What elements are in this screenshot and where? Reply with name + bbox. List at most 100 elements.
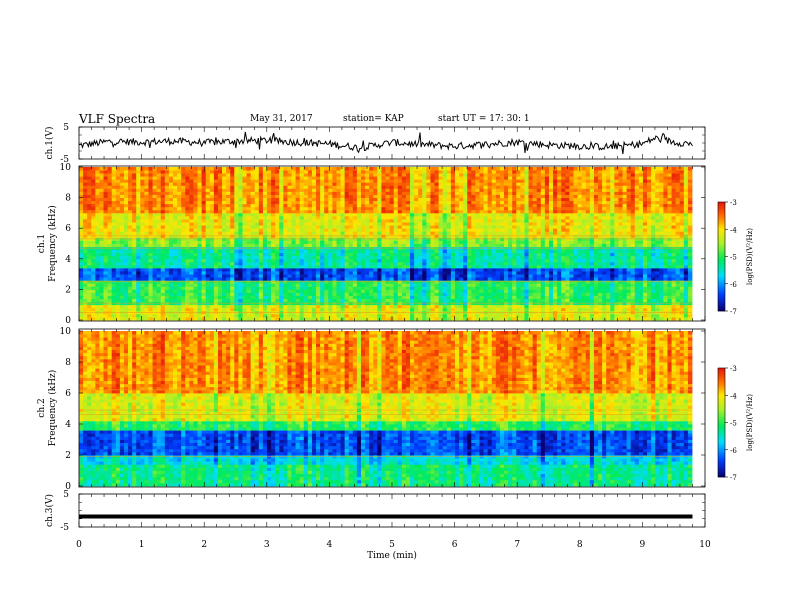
ch2-spectrogram-colorbar-segment [718, 368, 725, 371]
ch1-spectrogram-colorbar-segment [718, 309, 725, 312]
ch2-spectrogram-colorbar-segment [718, 438, 725, 441]
ch1-spectrogram-colorbar-segment [718, 291, 725, 294]
ch1-spectrogram-ytick-label: 8 [65, 194, 71, 204]
ch2-spectrogram-colorbar-segment [718, 393, 725, 396]
ch1-spectrogram-colorbar-segment [718, 205, 725, 208]
ch1-spectrogram-colorbar-segment [718, 209, 725, 212]
ch2-spectrogram-colorbar-segment [718, 471, 725, 474]
ch1-spectrogram-colorbar-segment [718, 236, 725, 239]
x-tick-label: 2 [201, 540, 207, 550]
ch2-spectrogram-colorbar-segment [718, 453, 725, 456]
ch1-spectrogram-colorbar-segment [718, 207, 725, 210]
ch2-spectrogram-colorbar-segment [718, 375, 725, 378]
ch1-spectrogram-colorbar-tick-label: -3 [730, 199, 737, 207]
x-axis-label: Time (min) [367, 550, 417, 561]
ch1-spectrogram-colorbar-segment [718, 289, 725, 292]
ch2-spectrogram-colorbar-segment [718, 418, 725, 421]
ch1-spectrogram-colorbar-segment [718, 229, 725, 232]
ch1-spectrogram-ytick-label: 0 [65, 316, 71, 326]
x-tick-label: 5 [389, 540, 395, 550]
ch1-spectrogram-colorbar-segment [718, 269, 725, 272]
ch1-spectrogram-colorbar-segment [718, 280, 725, 283]
ch2-spectrogram-colorbar-segment [718, 397, 725, 400]
ch2-spectrogram-ylabel-channel: ch.2 [37, 398, 47, 417]
ch1-spectrogram-colorbar-segment [718, 292, 725, 295]
x-tick-label: 8 [577, 540, 583, 550]
ch1-spectrogram-colorbar-segment [718, 267, 725, 270]
ch1-spectrogram-colorbar-segment [718, 251, 725, 254]
ch1-spectrogram-colorbar-label: log(PSD)(V²/Hz) [746, 228, 754, 285]
date-label: May 31, 2017 [250, 114, 313, 124]
ch2-spectrogram-colorbar-segment [718, 409, 725, 412]
ch1-spectrogram-ylabel: Frequency (kHz) [47, 205, 58, 282]
x-tick-label: 3 [264, 540, 270, 550]
ch2-spectrogram-colorbar-segment [718, 417, 725, 420]
ch2-spectrogram-colorbar-tick-label: -5 [730, 420, 737, 428]
ch3-waveform-ylabel: ch.3(V) [44, 494, 55, 527]
ch1-spectrogram-colorbar-tick-label: -7 [730, 308, 737, 316]
ch2-spectrogram-colorbar-segment [718, 377, 725, 380]
ch2-spectrogram-ytick-label: 2 [65, 451, 71, 461]
ch1-spectrogram-ytick-label: 2 [65, 285, 71, 295]
ch1-spectrogram-colorbar-segment [718, 241, 725, 245]
ch2-spectrogram-colorbar-segment [718, 407, 725, 411]
ch1-spectrogram-colorbar-segment [718, 265, 725, 268]
ch1-spectrogram-colorbar-segment [718, 211, 725, 214]
ch1-spectrogram-colorbar-segment [718, 278, 725, 281]
ch2-spectrogram-colorbar-segment [718, 411, 725, 414]
ch1-spectrogram-colorbar-segment [718, 218, 725, 221]
ch2-spectrogram-colorbar-segment [718, 422, 725, 425]
ch2-spectrogram-ylabel: Frequency (kHz) [47, 370, 58, 447]
ch1-spectrogram-colorbar-segment [718, 252, 725, 255]
ch2-spectrogram-colorbar-segment [718, 442, 725, 445]
ch1-spectrogram-colorbar-segment [718, 203, 725, 206]
ch1-waveform-ytick-label: -5 [60, 155, 69, 165]
ch2-spectrogram-colorbar-segment [718, 435, 725, 438]
ch1-spectrogram-colorbar-tick-label: -6 [730, 281, 737, 289]
ch1-spectrogram-colorbar-segment [718, 307, 725, 310]
ch1-spectrogram-colorbar-segment [718, 231, 725, 234]
x-tick-label: 9 [640, 540, 646, 550]
ch2-spectrogram-colorbar-segment [718, 460, 725, 463]
ch1-spectrogram-colorbar-segment [718, 202, 725, 205]
ch2-spectrogram-colorbar-segment [718, 373, 725, 376]
ch2-spectrogram-colorbar-segment [718, 398, 725, 401]
ch2-spectrogram-colorbar-segment [718, 369, 725, 372]
ch2-spectrogram-colorbar-segment [718, 446, 725, 449]
ch1-spectrogram-ytick-label: 4 [65, 255, 71, 265]
ch1-spectrogram-colorbar-segment [718, 247, 725, 250]
x-tick-label: 1 [139, 540, 145, 550]
ch1-spectrogram-colorbar-segment [718, 305, 725, 308]
x-tick-label: 6 [452, 540, 458, 550]
ch2-spectrogram-colorbar-segment [718, 420, 725, 423]
ch1-spectrogram-colorbar-segment [718, 227, 725, 230]
ch1-spectrogram-cells [79, 167, 693, 321]
ch2-spectrogram-colorbar-segment [718, 413, 725, 416]
ch1-spectrogram-colorbar-segment [718, 240, 725, 243]
ch1-spectrogram-colorbar-segment [718, 274, 725, 277]
ch1-spectrogram-colorbar-segment [718, 225, 725, 228]
ch1-spectrogram-colorbar-segment [718, 272, 725, 275]
ch2-spectrogram-colorbar-segment [718, 386, 725, 389]
ch1-spectrogram-ylabel-channel: ch.1 [37, 234, 47, 253]
ch1-spectrogram-colorbar-segment [718, 216, 725, 219]
ch2-spectrogram-colorbar-tick-label: -4 [730, 392, 737, 400]
ch2-spectrogram-colorbar-segment [718, 387, 725, 391]
ch2-spectrogram-ytick-label: 10 [60, 327, 72, 337]
ch1-spectrogram-colorbar-segment [718, 258, 725, 261]
ch1-spectrogram-colorbar-segment [718, 303, 725, 306]
ch2-spectrogram-colorbar-segment [718, 462, 725, 465]
ch2-spectrogram-colorbar-segment [718, 426, 725, 429]
x-tick-label: 4 [327, 540, 333, 550]
ch1-spectrogram-colorbar-segment [718, 276, 725, 279]
ch1-spectrogram-colorbar-segment [718, 234, 725, 237]
ch1-spectrogram-colorbar-segment [718, 301, 725, 305]
ch1-spectrogram-colorbar-segment [718, 212, 725, 216]
ch3-waveform-ytick-label: 5 [63, 490, 69, 500]
ch2-spectrogram-colorbar-segment [718, 451, 725, 454]
chart-title: VLF Spectra [79, 112, 156, 126]
ch1-waveform-ytick-label: 5 [63, 123, 69, 133]
ch1-spectrogram-colorbar-segment [718, 245, 725, 248]
ch2-spectrogram-colorbar-segment [718, 455, 725, 458]
